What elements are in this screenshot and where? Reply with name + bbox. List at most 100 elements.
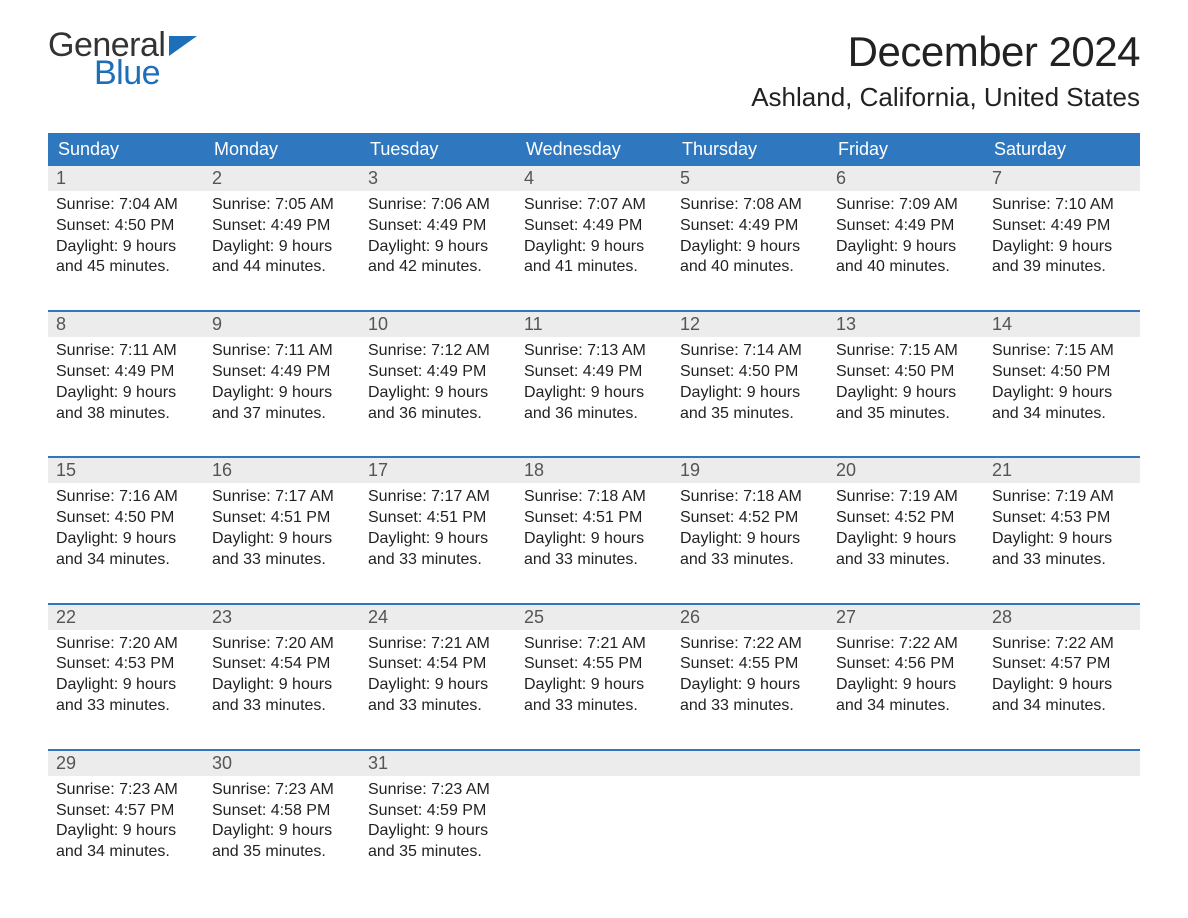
- calendar: SundayMondayTuesdayWednesdayThursdayFrid…: [48, 133, 1140, 881]
- day-number: 1: [48, 166, 204, 191]
- day-number: 23: [204, 605, 360, 630]
- daylight-line-1: Daylight: 9 hours: [212, 821, 352, 842]
- day-number: 10: [360, 312, 516, 337]
- daylight-line-2: and 35 minutes.: [212, 842, 352, 863]
- daylight-line-1: Daylight: 9 hours: [992, 237, 1132, 258]
- day-number: 14: [984, 312, 1140, 337]
- dow-label: Sunday: [48, 133, 204, 166]
- sunset-line: Sunset: 4:49 PM: [836, 216, 976, 237]
- day-cell: Sunrise: 7:11 AMSunset: 4:49 PMDaylight:…: [204, 337, 360, 442]
- day-cell: Sunrise: 7:23 AMSunset: 4:58 PMDaylight:…: [204, 776, 360, 881]
- day-cell: Sunrise: 7:15 AMSunset: 4:50 PMDaylight:…: [828, 337, 984, 442]
- day-cell: Sunrise: 7:17 AMSunset: 4:51 PMDaylight:…: [204, 483, 360, 588]
- sunrise-line: Sunrise: 7:22 AM: [992, 634, 1132, 655]
- sunrise-line: Sunrise: 7:21 AM: [524, 634, 664, 655]
- daylight-line-1: Daylight: 9 hours: [992, 383, 1132, 404]
- day-number: 4: [516, 166, 672, 191]
- daylight-line-2: and 33 minutes.: [212, 550, 352, 571]
- daylight-line-2: and 33 minutes.: [524, 550, 664, 571]
- sunset-line: Sunset: 4:49 PM: [524, 216, 664, 237]
- daylight-line-2: and 41 minutes.: [524, 257, 664, 278]
- day-cell: Sunrise: 7:19 AMSunset: 4:52 PMDaylight:…: [828, 483, 984, 588]
- day-number: 2: [204, 166, 360, 191]
- sunrise-line: Sunrise: 7:10 AM: [992, 195, 1132, 216]
- daylight-line-2: and 33 minutes.: [680, 696, 820, 717]
- day-cell: Sunrise: 7:19 AMSunset: 4:53 PMDaylight:…: [984, 483, 1140, 588]
- sunset-line: Sunset: 4:53 PM: [56, 654, 196, 675]
- sunrise-line: Sunrise: 7:08 AM: [680, 195, 820, 216]
- day-number: 18: [516, 458, 672, 483]
- day-cell: Sunrise: 7:12 AMSunset: 4:49 PMDaylight:…: [360, 337, 516, 442]
- daylight-line-2: and 37 minutes.: [212, 404, 352, 425]
- day-number: 12: [672, 312, 828, 337]
- sunset-line: Sunset: 4:50 PM: [836, 362, 976, 383]
- day-of-week-header: SundayMondayTuesdayWednesdayThursdayFrid…: [48, 133, 1140, 166]
- logo-word-2: Blue: [94, 56, 197, 90]
- sunrise-line: Sunrise: 7:11 AM: [56, 341, 196, 362]
- day-number: 28: [984, 605, 1140, 630]
- day-cell: Sunrise: 7:07 AMSunset: 4:49 PMDaylight:…: [516, 191, 672, 296]
- day-cell: Sunrise: 7:11 AMSunset: 4:49 PMDaylight:…: [48, 337, 204, 442]
- daylight-line-2: and 34 minutes.: [56, 550, 196, 571]
- day-cell: [828, 776, 984, 881]
- day-number: 3: [360, 166, 516, 191]
- daynum-row: 891011121314: [48, 312, 1140, 337]
- day-cell: Sunrise: 7:22 AMSunset: 4:56 PMDaylight:…: [828, 630, 984, 735]
- day-number: 9: [204, 312, 360, 337]
- day-cell: Sunrise: 7:21 AMSunset: 4:55 PMDaylight:…: [516, 630, 672, 735]
- daylight-line-1: Daylight: 9 hours: [992, 529, 1132, 550]
- daylight-line-2: and 33 minutes.: [680, 550, 820, 571]
- week-row: 891011121314Sunrise: 7:11 AMSunset: 4:49…: [48, 310, 1140, 442]
- daylight-line-1: Daylight: 9 hours: [524, 383, 664, 404]
- day-cell: Sunrise: 7:16 AMSunset: 4:50 PMDaylight:…: [48, 483, 204, 588]
- day-cell: Sunrise: 7:08 AMSunset: 4:49 PMDaylight:…: [672, 191, 828, 296]
- day-cell: Sunrise: 7:05 AMSunset: 4:49 PMDaylight:…: [204, 191, 360, 296]
- week-row: 1234567Sunrise: 7:04 AMSunset: 4:50 PMDa…: [48, 166, 1140, 296]
- daylight-line-1: Daylight: 9 hours: [212, 383, 352, 404]
- sunset-line: Sunset: 4:49 PM: [368, 216, 508, 237]
- daynum-row: 15161718192021: [48, 458, 1140, 483]
- sunrise-line: Sunrise: 7:20 AM: [212, 634, 352, 655]
- day-number: 30: [204, 751, 360, 776]
- daylight-line-1: Daylight: 9 hours: [680, 237, 820, 258]
- sunrise-line: Sunrise: 7:15 AM: [992, 341, 1132, 362]
- day-number: 6: [828, 166, 984, 191]
- daylight-line-2: and 35 minutes.: [368, 842, 508, 863]
- sunset-line: Sunset: 4:51 PM: [212, 508, 352, 529]
- daylight-line-1: Daylight: 9 hours: [680, 675, 820, 696]
- day-cell: Sunrise: 7:04 AMSunset: 4:50 PMDaylight:…: [48, 191, 204, 296]
- sunset-line: Sunset: 4:49 PM: [680, 216, 820, 237]
- day-number: 11: [516, 312, 672, 337]
- day-number: [828, 751, 984, 776]
- week-row: 22232425262728Sunrise: 7:20 AMSunset: 4:…: [48, 603, 1140, 735]
- week-row: 293031Sunrise: 7:23 AMSunset: 4:57 PMDay…: [48, 749, 1140, 881]
- dow-label: Monday: [204, 133, 360, 166]
- day-number: 22: [48, 605, 204, 630]
- day-cell: Sunrise: 7:20 AMSunset: 4:53 PMDaylight:…: [48, 630, 204, 735]
- dow-label: Saturday: [984, 133, 1140, 166]
- sunset-line: Sunset: 4:53 PM: [992, 508, 1132, 529]
- daylight-line-1: Daylight: 9 hours: [368, 237, 508, 258]
- sunset-line: Sunset: 4:54 PM: [368, 654, 508, 675]
- daylight-line-1: Daylight: 9 hours: [836, 675, 976, 696]
- sunrise-line: Sunrise: 7:17 AM: [368, 487, 508, 508]
- daylight-line-1: Daylight: 9 hours: [368, 529, 508, 550]
- daylight-line-1: Daylight: 9 hours: [56, 529, 196, 550]
- daylight-line-1: Daylight: 9 hours: [680, 529, 820, 550]
- day-number: 8: [48, 312, 204, 337]
- day-number: 26: [672, 605, 828, 630]
- day-cell: Sunrise: 7:18 AMSunset: 4:52 PMDaylight:…: [672, 483, 828, 588]
- sunset-line: Sunset: 4:52 PM: [836, 508, 976, 529]
- sunset-line: Sunset: 4:56 PM: [836, 654, 976, 675]
- daylight-line-2: and 33 minutes.: [368, 696, 508, 717]
- sunrise-line: Sunrise: 7:09 AM: [836, 195, 976, 216]
- day-number: 15: [48, 458, 204, 483]
- sunset-line: Sunset: 4:49 PM: [992, 216, 1132, 237]
- daylight-line-1: Daylight: 9 hours: [56, 237, 196, 258]
- sunset-line: Sunset: 4:59 PM: [368, 801, 508, 822]
- daylight-line-2: and 34 minutes.: [992, 696, 1132, 717]
- daylight-line-1: Daylight: 9 hours: [56, 675, 196, 696]
- day-number: [984, 751, 1140, 776]
- day-number: 24: [360, 605, 516, 630]
- day-cell: [984, 776, 1140, 881]
